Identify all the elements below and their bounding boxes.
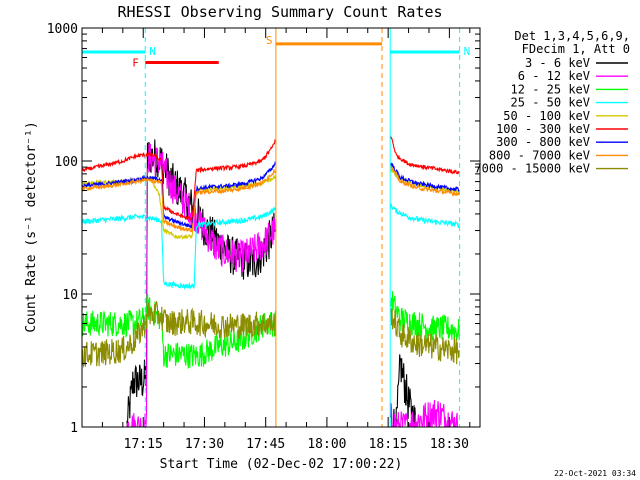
legend-entry-label: 100 - 300 keV <box>496 122 590 136</box>
x-tick-label: 17:45 <box>246 437 285 452</box>
y-tick-label: 1000 <box>47 22 78 37</box>
series-line-3 <box>81 203 460 290</box>
y-tick-label: 10 <box>62 288 78 303</box>
footer-timestamp: 22-Oct-2021 03:34 <box>554 469 636 478</box>
legend-header-attenuator: FDecim 1, Att 0 <box>522 42 630 56</box>
legend-entry-label: 12 - 25 keV <box>511 82 590 96</box>
flag-label-1: N <box>464 45 471 58</box>
legend-header-detectors: Det 1,3,4,5,6,9, <box>514 29 630 43</box>
chart-title: RHESSI Observing Summary Count Rates <box>117 3 442 21</box>
series-line-2 <box>81 291 460 369</box>
legend-entry-label: 800 - 7000 keV <box>489 148 590 162</box>
y-tick-label: 1 <box>70 421 78 436</box>
x-tick-label: 18:30 <box>430 437 469 452</box>
legend-entry-label: 6 - 12 keV <box>518 69 590 83</box>
series-line-6 <box>81 160 460 230</box>
legend-entry-label: 7000 - 15000 keV <box>474 162 590 176</box>
series-line-5 <box>81 135 460 222</box>
flag-label-2: F <box>132 57 139 70</box>
legend-entry-label: 25 - 50 keV <box>511 96 590 110</box>
legend-entry-label: 3 - 6 keV <box>525 56 590 70</box>
legend: Det 1,3,4,5,6,9, FDecim 1, Att 0 3 - 6 k… <box>474 29 630 176</box>
x-tick-label: 18:00 <box>307 437 346 452</box>
series-line-7 <box>81 164 460 233</box>
flag-layer: N NFS <box>82 28 470 427</box>
series-layer <box>81 135 460 429</box>
x-tick-label: 18:15 <box>369 437 408 452</box>
axis-layer: 1 10 100 1000 17:15 17:30 17:45 18:00 18:15 18:30 <box>47 22 480 452</box>
x-tick-label: 17:15 <box>124 437 163 452</box>
flag-label-0: N <box>149 45 156 58</box>
y-tick-label: 100 <box>55 155 78 170</box>
legend-entry-label: 50 - 100 keV <box>503 109 590 123</box>
series-line-8 <box>81 301 460 368</box>
y-axis-label: Count Rate (s⁻¹ detector⁻¹) <box>24 121 39 332</box>
flag-label-3: S <box>266 34 273 47</box>
x-axis-label: Start Time (02-Dec-02 17:00:22) <box>160 457 403 472</box>
legend-entry-label: 300 - 800 keV <box>496 135 590 149</box>
x-tick-label: 17:30 <box>185 437 224 452</box>
plot-frame <box>81 27 481 428</box>
